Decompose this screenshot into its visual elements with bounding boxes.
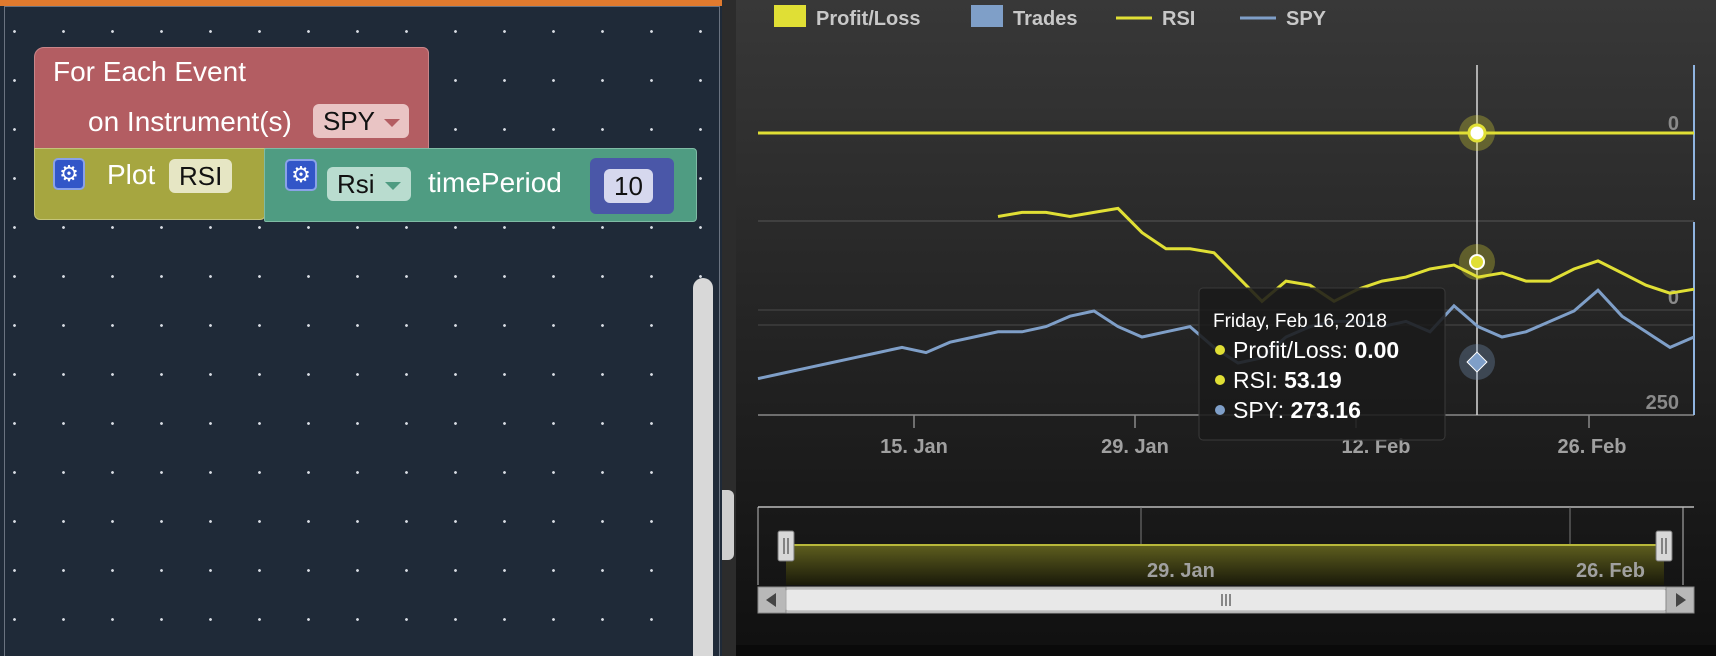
legend-profit-loss-swatch: [774, 5, 806, 27]
spy-hover-point[interactable]: [1466, 351, 1488, 373]
navigator-right-handle[interactable]: [1655, 530, 1673, 562]
navigator-series-area: [786, 545, 1664, 585]
chevron-down-icon: [384, 182, 401, 190]
navigator-left-handle[interactable]: [777, 530, 795, 562]
chart-bottom-strip: [736, 645, 1716, 656]
x-axis: 15. Jan 29. Jan 12. Feb 26. Feb: [880, 415, 1626, 458]
x-tick-label: 15. Jan: [880, 436, 948, 458]
scroll-left-button[interactable]: [757, 586, 787, 614]
chevron-down-icon: [384, 119, 401, 127]
arrow-right-icon: [1676, 593, 1686, 607]
x-tick-label: 26. Feb: [1558, 436, 1627, 458]
tooltip-date: Friday, Feb 16, 2018: [1213, 311, 1387, 332]
rsi-indicator-block[interactable]: ⚙ Rsi timePeriod 10: [264, 148, 697, 222]
range-navigator[interactable]: 29. Jan 26. Feb: [757, 506, 1694, 585]
chart-tooltip: Friday, Feb 16, 2018 Profit/Loss: 0.00 R…: [1198, 287, 1446, 441]
tooltip-box: [1198, 287, 1446, 441]
pl-axis-label: 0: [1668, 113, 1679, 135]
rsi-series-line[interactable]: [997, 206, 1695, 304]
navigator-label: 29. Jan: [1147, 560, 1215, 582]
block-workspace[interactable]: For Each Event on Instrument(s) SPY ⚙ Pl…: [0, 0, 722, 656]
tooltip-bullet: [1215, 345, 1225, 355]
tooltip-bullet: [1215, 375, 1225, 385]
instrument-dropdown[interactable]: SPY: [313, 104, 410, 138]
indicator-dropdown[interactable]: Rsi: [327, 167, 411, 201]
rsi-axis-label: 0: [1668, 287, 1679, 309]
event-block-instrument-label: on Instrument(s): [88, 106, 292, 137]
legend-trades-swatch: [971, 5, 1003, 27]
stock-chart[interactable]: Profit/Loss Trades RSI SPY 0 0 250: [736, 0, 1716, 656]
indicator-dropdown-value: Rsi: [337, 169, 375, 199]
rsi-hover-point[interactable]: [1469, 254, 1485, 270]
time-period-value[interactable]: 10: [604, 169, 653, 203]
gear-icon[interactable]: ⚙: [285, 159, 317, 191]
chart-panel: Profit/Loss Trades RSI SPY 0 0 250: [736, 0, 1716, 656]
workspace-scrollbar[interactable]: [693, 278, 713, 656]
workspace-top-bar: [0, 0, 722, 6]
gear-icon[interactable]: ⚙: [53, 158, 85, 190]
navigator-label: 26. Feb: [1576, 560, 1645, 582]
arrow-left-icon: [766, 593, 776, 607]
spy-axis-label: 250: [1646, 392, 1679, 414]
number-block[interactable]: 10: [590, 158, 674, 214]
legend-rsi[interactable]: RSI: [1162, 8, 1195, 30]
for-each-event-block[interactable]: For Each Event on Instrument(s) SPY: [34, 47, 429, 149]
chart-legend: Profit/Loss Trades RSI SPY: [774, 5, 1327, 30]
instrument-dropdown-value: SPY: [323, 106, 376, 136]
pl-hover-point[interactable]: [1467, 123, 1487, 143]
tooltip-row-rsi: RSI: 53.19: [1233, 367, 1342, 393]
collapse-handle[interactable]: [722, 490, 734, 560]
legend-trades[interactable]: Trades: [1013, 8, 1077, 30]
legend-spy[interactable]: SPY: [1286, 8, 1327, 30]
plot-block-label: Plot: [107, 159, 156, 190]
legend-profit-loss[interactable]: Profit/Loss: [816, 8, 920, 30]
tooltip-row-spy: SPY: 273.16: [1233, 397, 1361, 423]
plot-block[interactable]: ⚙ Plot RSI: [34, 148, 266, 220]
chart-scrollbar[interactable]: [757, 586, 1695, 614]
panel-divider[interactable]: [722, 0, 736, 656]
tooltip-bullet: [1215, 405, 1225, 415]
event-block-title: For Each Event: [53, 56, 246, 87]
x-tick-label: 12. Feb: [1342, 436, 1411, 458]
tooltip-row-pl: Profit/Loss: 0.00: [1233, 337, 1399, 363]
x-tick-label: 29. Jan: [1101, 436, 1169, 458]
plot-name-field[interactable]: RSI: [169, 159, 233, 193]
time-period-label: timePeriod: [428, 167, 562, 198]
